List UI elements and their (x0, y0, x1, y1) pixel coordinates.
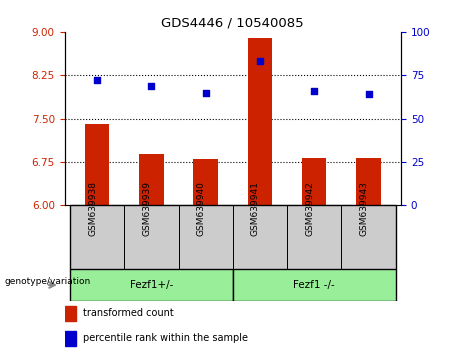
Title: GDS4446 / 10540085: GDS4446 / 10540085 (161, 16, 304, 29)
Text: GSM639942: GSM639942 (305, 181, 314, 236)
Text: GSM639941: GSM639941 (251, 181, 260, 236)
Bar (341, 205, 396, 269)
Point (148, 83, 155, 88)
Bar (65, 306, 77, 321)
Text: percentile rank within the sample: percentile rank within the sample (83, 333, 248, 343)
Bar (65, 331, 77, 346)
Text: GSM639943: GSM639943 (360, 181, 368, 236)
Bar (178, 205, 233, 269)
Text: Fezf1 -/-: Fezf1 -/- (293, 280, 335, 290)
Text: GSM639939: GSM639939 (142, 181, 151, 236)
Bar (233, 205, 287, 269)
Point (311, 88, 318, 94)
Text: transformed count: transformed count (83, 308, 174, 318)
Bar (194, 159, 218, 205)
Bar (287, 205, 341, 269)
Text: GSM639938: GSM639938 (88, 181, 97, 236)
Bar (124, 205, 178, 269)
Bar (233, 269, 396, 301)
Bar (70, 269, 233, 301)
Point (202, 90, 209, 95)
Text: genotype/variation: genotype/variation (5, 277, 91, 286)
Text: GSM639940: GSM639940 (197, 181, 206, 236)
Bar (70, 205, 124, 269)
Bar (248, 38, 272, 205)
Bar (85, 124, 109, 205)
Text: Fezf1+/-: Fezf1+/- (130, 280, 173, 290)
Point (256, 58, 264, 64)
Bar (356, 158, 381, 205)
Point (365, 91, 372, 97)
Point (94, 78, 101, 83)
Bar (302, 158, 326, 205)
Bar (139, 154, 164, 205)
